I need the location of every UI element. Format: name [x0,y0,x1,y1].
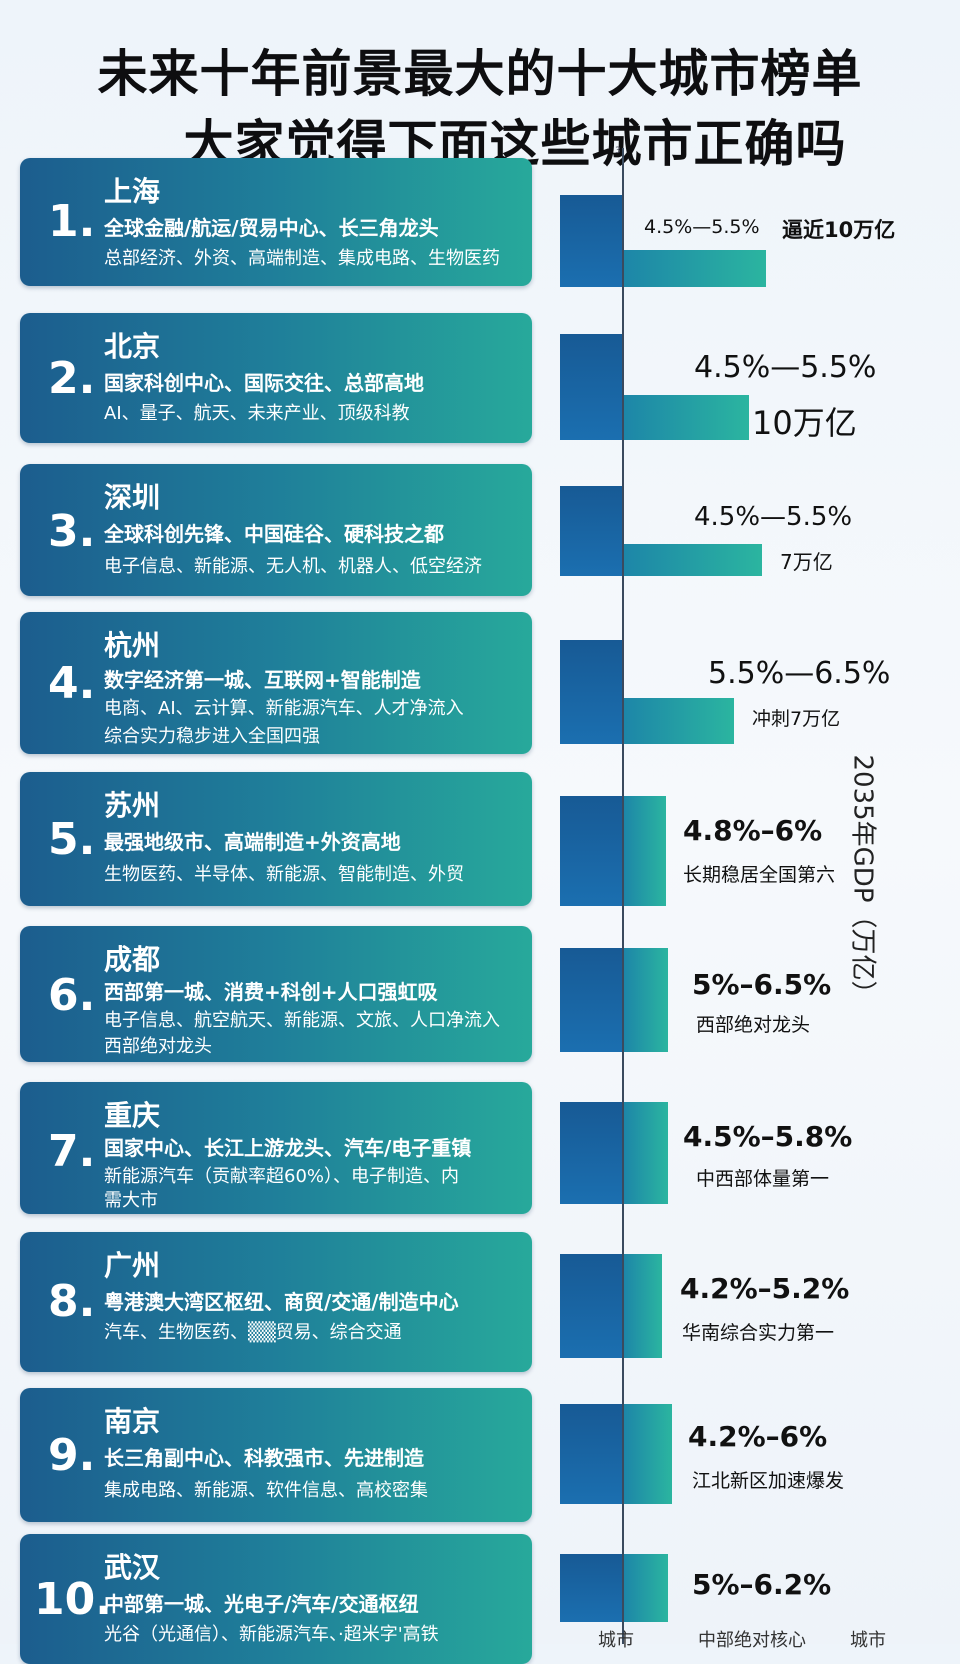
bar-right-7 [624,1102,668,1204]
city-name: 武汉 [104,1551,161,1584]
city-industries: 集成电路、新能源、软件信息、高校密集 [104,1480,428,1501]
city-name: 苏州 [104,789,161,822]
growth-rate-3: 4.5%—5.5% [694,502,853,532]
city-positioning: 国家中心、长江上游龙头、汽车/电子重镇 [104,1136,472,1160]
city-positioning: 长三角副中心、科教强市、先进制造 [104,1446,424,1470]
gdp-note-5: 长期稳居全国第六 [683,864,836,886]
growth-rate-1: 4.5%—5.5% [644,216,760,238]
growth-rate-4: 5.5%—6.5% [708,656,891,691]
bar-right-8 [624,1254,662,1358]
gdp-note-1: 逼近10万亿 [782,218,896,242]
city-card-4: 4. 杭州 数字经济第一城、互联网+智能制造 电商、AI、云计算、新能源汽车、人… [20,612,532,754]
city-industries: 生物医药、半导体、新能源、智能制造、外贸 [104,864,464,885]
city-note: 需大市 [104,1190,158,1211]
city-note: 西部绝对龙头 [104,1036,212,1057]
city-name: 北京 [104,330,161,363]
gdp-note-6: 西部绝对龙头 [696,1014,811,1036]
axis-label-gdp: 2035年GDP（万亿） [847,754,878,1007]
gdp-note-8: 华南综合实力第一 [682,1322,835,1344]
city-note: 综合实力稳步进入全国四强 [104,726,320,747]
city-positioning: 粤港澳大湾区枢纽、商贸/交通/制造中心 [104,1290,459,1314]
city-positioning: 全球科创先锋、中国硅谷、硬科技之都 [104,522,444,546]
bar-left-10 [560,1554,622,1622]
city-industries: AI、量子、航天、未来产业、顶级科教 [104,403,410,424]
city-industries: 电子信息、新能源、无人机、机器人、低空经济 [104,556,482,577]
bar-left-9 [560,1404,622,1504]
city-name: 重庆 [104,1099,161,1132]
city-card-10: 10. 武汉 中部第一城、光电子/汽车/交通枢纽 光谷（光通信）、新能源汽车、·… [20,1534,532,1664]
bar-right-5 [624,796,666,906]
bar-left-7 [560,1102,622,1204]
city-card-2: 2. 北京 国家科创中心、国际交往、总部高地 AI、量子、航天、未来产业、顶级科… [20,313,532,443]
rank-number: 4. [48,658,96,709]
bar-left-4 [560,640,622,744]
bar-left-2 [560,334,622,440]
rank-number: 6. [48,970,96,1021]
bar-right-1 [624,250,766,287]
rank-number: 1. [48,196,96,247]
city-card-1: 1. 上海 全球金融/航运/贸易中心、长三角龙头 总部经济、外资、高端制造、集成… [20,158,532,286]
gdp-note-2: 10万亿 [752,404,857,442]
gdp-note-7: 中西部体量第一 [696,1168,830,1190]
growth-rate-5: 4.8%–6% [683,814,823,847]
rank-number: 8. [48,1276,96,1327]
growth-rate-8: 4.2%–5.2% [680,1272,850,1305]
growth-rate-2: 4.5%—5.5% [694,350,877,385]
bar-right-9 [624,1404,672,1504]
rank-number: 9. [48,1430,96,1481]
gdp-note-9: 江北新区加速爆发 [692,1470,845,1492]
city-name: 成都 [104,943,161,976]
bar-left-1 [560,195,622,287]
bar-right-4 [624,698,734,744]
city-positioning: 国家科创中心、国际交往、总部高地 [104,371,424,395]
growth-rate-10: 5%–6.2% [692,1568,832,1601]
city-industries: 总部经济、外资、高端制造、集成电路、生物医药 [104,248,500,269]
bottom-label-city: 城市 [598,1630,634,1651]
bottom-label-city-2: 城市 [850,1630,886,1651]
growth-rate-6: 5%–6.5% [692,968,832,1001]
bar-right-2 [624,395,749,440]
bar-right-3 [624,544,762,576]
city-name: 杭州 [104,629,161,662]
rank-number: 2. [48,353,96,404]
gdp-note-3: 7万亿 [780,550,833,574]
city-card-6: 6. 成都 西部第一城、消费+科创+人口强虹吸 电子信息、航空航天、新能源、文旅… [20,926,532,1062]
city-card-7: 7. 重庆 国家中心、长江上游龙头、汽车/电子重镇 新能源汽车（贡献率超60%）… [20,1082,532,1214]
city-positioning: 最强地级市、高端制造+外资高地 [104,830,401,854]
bar-left-6 [560,948,622,1052]
city-card-8: 8. 广州 粤港澳大湾区枢纽、商贸/交通/制造中心 汽车、生物医药、▒▒贸易、综… [20,1232,532,1372]
rank-number: 3. [48,506,96,557]
growth-rate-9: 4.2%–6% [688,1420,828,1453]
city-positioning: 数字经济第一城、互联网+智能制造 [104,668,421,692]
bar-right-6 [624,948,668,1052]
city-card-3: 3. 深圳 全球科创先锋、中国硅谷、硬科技之都 电子信息、新能源、无人机、机器人… [20,464,532,596]
rank-number: 5. [48,814,96,865]
rank-number: 7. [48,1126,96,1177]
gdp-note-4: 冲刺7万亿 [752,708,841,730]
city-positioning: 西部第一城、消费+科创+人口强虹吸 [104,980,438,1004]
city-name: 南京 [104,1405,161,1438]
city-positioning: 全球金融/航运/贸易中心、长三角龙头 [104,216,439,240]
city-card-9: 9. 南京 长三角副中心、科教强市、先进制造 集成电路、新能源、软件信息、高校密… [20,1388,532,1522]
bar-left-5 [560,796,622,906]
city-positioning: 中部第一城、光电子/汽车/交通枢纽 [104,1592,419,1616]
bar-left-3 [560,486,622,576]
page-title: 未来十年前景最大的十大城市榜单 [97,45,863,103]
city-card-5: 5. 苏州 最强地级市、高端制造+外资高地 生物医药、半导体、新能源、智能制造、… [20,772,532,906]
city-industries: 电商、AI、云计算、新能源汽车、人才净流入 [104,698,464,719]
city-name: 广州 [104,1249,161,1282]
bottom-label-core: 中部绝对核心 [698,1630,806,1651]
chart-axis-line [622,148,624,1644]
city-industries: 新能源汽车（贡献率超60%）、电子制造、内 [104,1166,460,1187]
city-name: 上海 [104,175,161,208]
axis-tick: 3 [615,146,621,156]
city-industries: 汽车、生物医药、▒▒贸易、综合交通 [104,1322,402,1343]
city-name: 深圳 [104,481,161,514]
rank-number: 10. [34,1574,112,1625]
city-industries: 电子信息、航空航天、新能源、文旅、人口净流入 [104,1010,500,1031]
bar-right-10 [624,1554,668,1622]
growth-rate-7: 4.5%–5.8% [683,1120,853,1153]
city-industries: 光谷（光通信）、新能源汽车、·超米字'高铁 [104,1624,439,1645]
bar-left-8 [560,1254,622,1358]
